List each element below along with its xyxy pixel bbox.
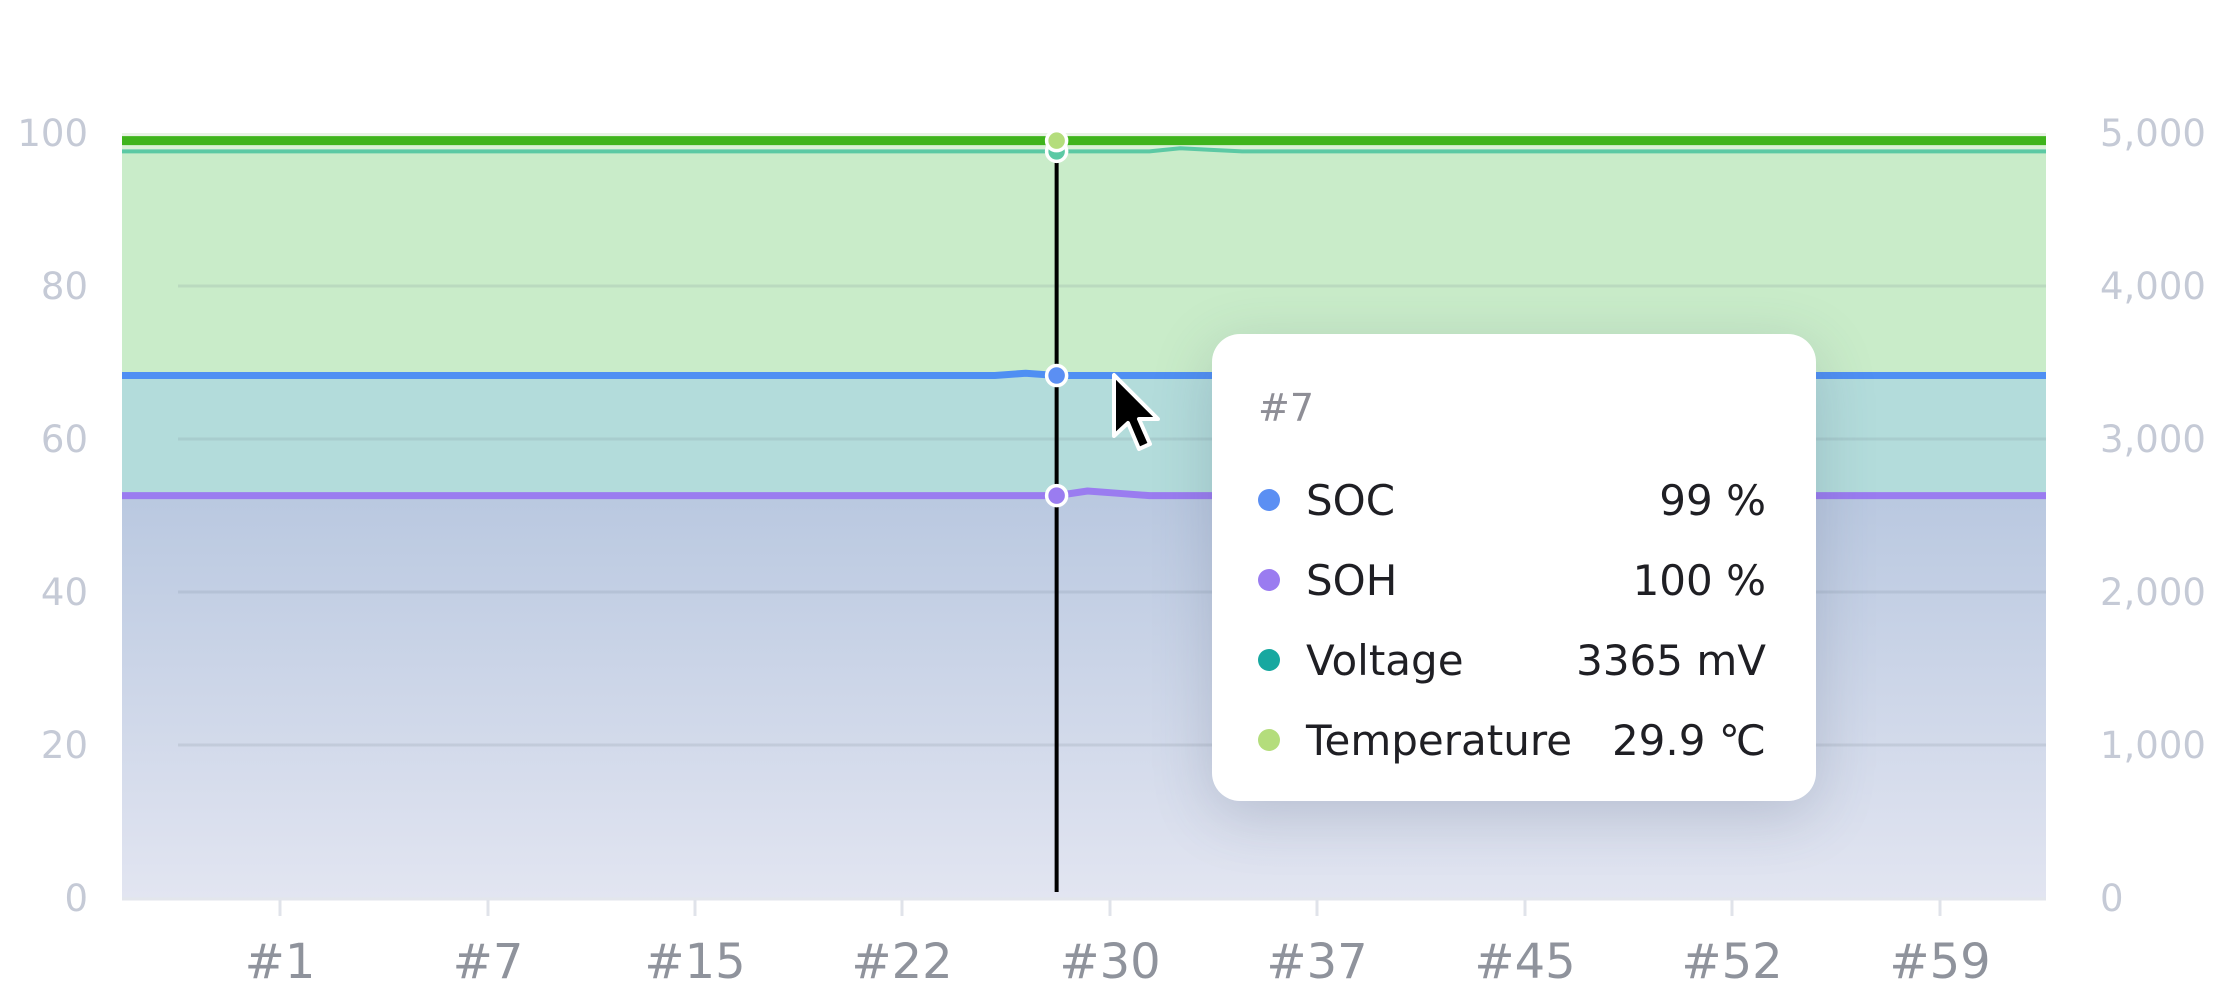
x-tick-label: #1 xyxy=(245,934,316,990)
temperature-hover-marker xyxy=(1044,128,1069,153)
hover-crosshair xyxy=(1044,128,1069,892)
y-tick-label-left: 20 xyxy=(41,724,88,767)
x-tick-label: #22 xyxy=(851,934,952,990)
soh-legend-dot xyxy=(1258,569,1280,591)
tooltip-title: #7 xyxy=(1258,386,1315,430)
x-tick-label: #15 xyxy=(644,934,745,990)
x-axis: #1 #7 #15 #22 #30 #37 #45 #52 #59 xyxy=(245,900,1991,990)
y-tick-label-left: 60 xyxy=(41,418,88,461)
tooltip-row-value: 99 % xyxy=(1659,475,1766,525)
tooltip-row-temperature: Temperature 29.9 ℃ xyxy=(1258,700,1766,780)
x-tick-label: #45 xyxy=(1474,934,1575,990)
tooltip-row-value: 3365 mV xyxy=(1576,635,1766,685)
y-tick-label-right: 1,000 xyxy=(2100,724,2206,767)
y-tick-label-right: 0 xyxy=(2100,877,2124,920)
y-tick-label-right: 4,000 xyxy=(2100,265,2206,308)
voltage-area xyxy=(122,148,2046,376)
soc-hover-marker xyxy=(1044,363,1069,388)
voltage-legend-dot xyxy=(1258,649,1280,671)
voltage-line xyxy=(122,146,2046,154)
soc-legend-dot xyxy=(1258,489,1280,511)
x-tick-label: #37 xyxy=(1266,934,1367,990)
x-tick-label: #30 xyxy=(1059,934,1160,990)
y-tick-label-left: 100 xyxy=(17,112,88,155)
temperature-legend-dot xyxy=(1258,729,1280,751)
tooltip-row-label: SOH xyxy=(1306,555,1398,605)
tooltip: #7 SOC 99 % SOH 100 % Voltage 3365 mV Te… xyxy=(1212,334,1816,801)
tooltip-row-label: Temperature xyxy=(1306,715,1573,765)
y-tick-label-left: 0 xyxy=(64,877,88,920)
x-tick-label: #59 xyxy=(1889,934,1990,990)
left-y-axis: 0 20 40 60 80 100 xyxy=(17,112,88,920)
y-tick-label-left: 40 xyxy=(41,571,88,614)
y-tick-label-left: 80 xyxy=(41,265,88,308)
soh-hover-marker xyxy=(1044,483,1069,508)
x-tick-label: #52 xyxy=(1681,934,1782,990)
tooltip-row-value: 100 % xyxy=(1632,555,1766,605)
y-tick-label-right: 2,000 xyxy=(2100,571,2206,614)
tooltip-row-label: Voltage xyxy=(1306,635,1464,685)
x-tick-label: #7 xyxy=(453,934,524,990)
tooltip-row-soh: SOH 100 % xyxy=(1258,540,1766,620)
tooltip-row-value: 29.9 ℃ xyxy=(1611,715,1766,765)
tooltip-row-soc: SOC 99 % xyxy=(1258,460,1766,540)
tooltip-row-label: SOC xyxy=(1306,475,1396,525)
y-tick-label-right: 5,000 xyxy=(2100,112,2206,155)
right-y-axis: 0 1,000 2,000 3,000 4,000 5,000 xyxy=(2100,112,2206,920)
mouse-pointer-icon xyxy=(1112,373,1160,451)
y-tick-label-right: 3,000 xyxy=(2100,418,2206,461)
tooltip-row-voltage: Voltage 3365 mV xyxy=(1258,620,1766,700)
